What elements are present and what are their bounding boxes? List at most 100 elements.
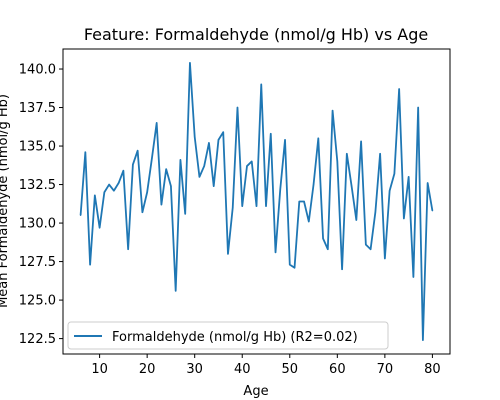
x-tick-label: 20 (139, 362, 156, 377)
data-point (246, 165, 248, 167)
data-point (331, 110, 334, 112)
data-point (398, 88, 400, 90)
data-point (189, 62, 191, 64)
legend-box (67, 321, 389, 350)
data-point (79, 214, 82, 216)
y-tick-label: 125.0 (19, 294, 56, 309)
x-tick-label: 60 (329, 362, 346, 377)
data-point (279, 188, 281, 190)
data-point (270, 133, 272, 135)
chart-title: Feature: Formaldehyde (nmol/g Hb) vs Age (84, 25, 428, 44)
data-point (298, 200, 300, 203)
data-point (141, 211, 143, 213)
series-layer (79, 61, 434, 342)
x-tick-label: 50 (282, 362, 299, 377)
x-tick-label: 70 (377, 362, 394, 377)
data-point (427, 182, 429, 184)
data-point (170, 185, 172, 187)
x-axis: 10 20 30 40 50 60 70 80 (91, 354, 441, 377)
y-axis-label: Mean Formaldehyde (nmol/g Hb) (0, 94, 11, 308)
data-point (360, 140, 362, 143)
data-point (156, 122, 158, 124)
data-point (160, 203, 163, 206)
y-tick-label: 130.0 (19, 217, 56, 232)
data-point (236, 106, 239, 109)
data-point (422, 339, 424, 341)
data-point (175, 290, 177, 292)
data-point (374, 211, 376, 213)
data-point (317, 137, 319, 139)
data-point (284, 139, 286, 141)
data-point (165, 168, 167, 170)
data-point (260, 83, 262, 86)
data-point (327, 248, 329, 250)
data-point (213, 185, 215, 187)
x-axis-label: Age (243, 384, 268, 399)
data-point (346, 153, 348, 155)
x-tick-label: 10 (91, 362, 108, 377)
y-tick-label: 132.5 (19, 178, 56, 193)
data-point (137, 150, 139, 152)
data-point (370, 248, 372, 250)
data-point (289, 264, 291, 266)
data-point (127, 248, 129, 250)
data-point (274, 251, 277, 253)
plot-frame (62, 48, 451, 355)
y-tick-label: 140.0 (19, 63, 56, 78)
data-point (384, 257, 386, 260)
data-point (417, 106, 419, 109)
data-point (293, 267, 296, 269)
y-tick-label: 122.5 (19, 332, 56, 347)
data-point (312, 183, 315, 186)
data-point (322, 237, 324, 240)
legend: Formaldehyde (nmol/g Hb) (R2=0.02) (67, 321, 389, 350)
data-point (379, 153, 381, 155)
data-point (208, 142, 210, 144)
data-point (251, 160, 253, 163)
x-tick-label: 40 (234, 362, 251, 377)
data-point (132, 163, 134, 166)
data-point (118, 182, 120, 184)
data-point (151, 157, 153, 159)
data-point (408, 176, 410, 178)
data-point (108, 183, 110, 186)
data-point (99, 227, 101, 229)
data-point (308, 220, 310, 223)
data-point (336, 160, 338, 163)
data-point (94, 194, 96, 196)
legend-label: Formaldehyde (nmol/g Hb) (R2=0.02) (112, 330, 358, 345)
y-tick-label: 135.0 (19, 140, 56, 155)
x-tick-label: 80 (424, 362, 441, 377)
data-point (217, 139, 220, 141)
data-point (241, 205, 243, 207)
y-axis: 122.5 125.0 127.5 130.0 132.5 135.0 137.5 140.0 (19, 63, 63, 347)
data-point (431, 210, 434, 212)
data-point (365, 244, 367, 246)
data-point (203, 165, 205, 167)
data-point (227, 253, 229, 255)
y-tick-label: 127.5 (19, 255, 56, 270)
data-point (303, 200, 305, 203)
data-point (84, 151, 86, 153)
data-point (389, 190, 391, 192)
x-tick-label: 30 (186, 362, 203, 377)
data-point (393, 173, 395, 175)
data-point (255, 205, 258, 207)
data-point (222, 131, 224, 133)
data-point (350, 185, 353, 187)
data-point (122, 170, 124, 172)
data-point (403, 217, 405, 220)
data-point (184, 213, 186, 215)
data-point (341, 268, 343, 270)
data-point (232, 207, 234, 209)
data-point (103, 191, 105, 193)
data-point (265, 205, 267, 207)
data-point (89, 264, 91, 266)
data-point (194, 136, 196, 138)
data-point (179, 159, 182, 161)
data-point (355, 219, 357, 221)
y-tick-label: 137.5 (19, 101, 56, 116)
data-point (113, 190, 115, 192)
data-point (412, 276, 414, 278)
